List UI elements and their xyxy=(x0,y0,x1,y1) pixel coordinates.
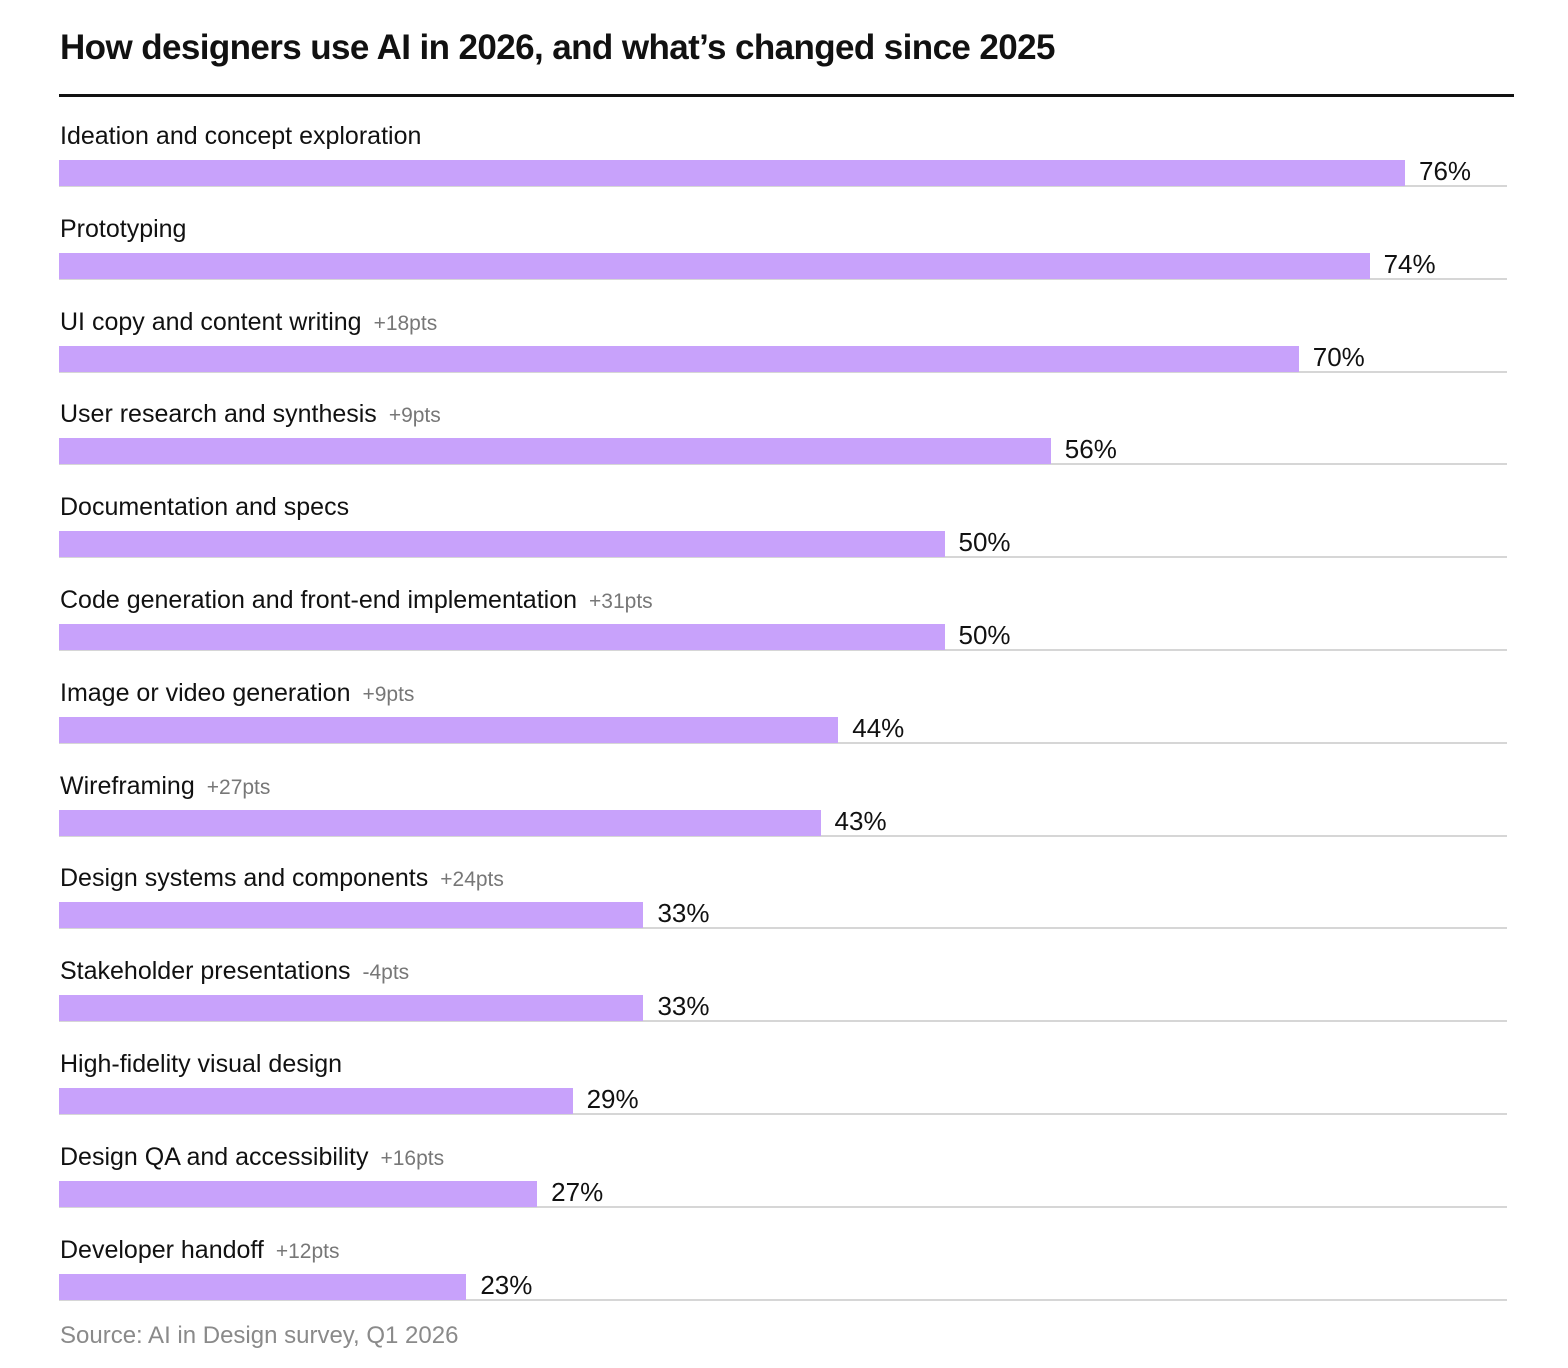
bar xyxy=(59,160,1405,186)
bar xyxy=(59,531,945,558)
row-baseline xyxy=(59,1205,1507,1208)
bar xyxy=(59,995,644,1022)
source-note: Source: AI in Design survey, Q1 2026 xyxy=(60,1322,459,1349)
category-label: Developer handoff xyxy=(60,1235,264,1264)
row-label: Wireframing +27pts xyxy=(60,772,270,806)
bar xyxy=(59,624,945,650)
row-label: Developer handoff +12pts xyxy=(60,1236,340,1270)
chart-row: Ideation and concept exploration 76% xyxy=(0,122,1568,215)
row-label: Stakeholder presentations -4pts xyxy=(60,957,409,991)
value-label: 43% xyxy=(834,805,887,836)
chart-row: High-fidelity visual design 29% xyxy=(0,1050,1568,1143)
value-label: 70% xyxy=(1312,341,1365,372)
change-label: -4pts xyxy=(362,961,410,985)
category-label: High-fidelity visual design xyxy=(60,1050,343,1078)
row-label: Code generation and front-end implementa… xyxy=(60,586,653,620)
chart-row: Design QA and accessibility +16pts 27% xyxy=(0,1143,1568,1236)
chart-row: Image or video generation +9pts 44% xyxy=(0,679,1568,772)
bar xyxy=(59,716,839,743)
row-label: UI copy and content writing +18pts xyxy=(60,308,437,342)
bar xyxy=(59,1180,538,1207)
row-label: Documentation and specs xyxy=(60,493,349,527)
change-label: +31pts xyxy=(589,590,653,613)
row-baseline xyxy=(59,1298,1507,1301)
category-label: Wireframing xyxy=(60,771,195,800)
row-baseline xyxy=(59,1113,1507,1115)
category-label: Documentation and specs xyxy=(60,493,350,522)
category-label: Ideation and concept exploration xyxy=(60,122,422,150)
row-label: High-fidelity visual design xyxy=(60,1050,342,1084)
row-label: User research and synthesis +9pts xyxy=(60,400,441,434)
change-label: +18pts xyxy=(373,311,438,335)
value-label: 33% xyxy=(657,991,710,1022)
row-baseline xyxy=(59,741,1507,744)
chart-row: Design systems and components +24pts 33% xyxy=(0,864,1568,957)
category-label: UI copy and content writing xyxy=(60,307,362,336)
change-label: +24pts xyxy=(440,868,504,892)
value-label: 23% xyxy=(480,1269,533,1300)
value-label: 29% xyxy=(586,1084,639,1114)
value-label: 76% xyxy=(1419,156,1472,186)
row-baseline xyxy=(59,649,1507,651)
row-baseline xyxy=(59,834,1507,837)
value-label: 50% xyxy=(958,620,1011,650)
bar xyxy=(59,1088,573,1114)
value-label: 50% xyxy=(958,527,1011,558)
chart-title: How designers use AI in 2026, and what’s… xyxy=(60,28,1055,67)
chart-row: Prototyping 74% xyxy=(0,215,1568,308)
row-baseline xyxy=(59,370,1507,373)
row-label: Design systems and components +24pts xyxy=(60,864,504,898)
value-label: 27% xyxy=(551,1176,604,1207)
chart-row: Developer handoff +12pts 23% xyxy=(0,1236,1568,1329)
value-label: 74% xyxy=(1383,248,1436,279)
category-label: Design QA and accessibility xyxy=(60,1142,369,1171)
row-baseline xyxy=(59,1020,1507,1023)
row-label: Prototyping xyxy=(60,215,186,249)
row-baseline xyxy=(59,185,1507,187)
change-label: +27pts xyxy=(206,775,271,799)
row-baseline xyxy=(59,463,1507,466)
category-label: Image or video generation xyxy=(60,678,351,707)
chart-row: Code generation and front-end implementa… xyxy=(0,586,1568,679)
change-label: +9pts xyxy=(388,404,441,428)
row-label: Image or video generation +9pts xyxy=(60,679,414,713)
row-baseline xyxy=(59,556,1507,559)
category-label: Design systems and components xyxy=(60,864,429,893)
row-label: Ideation and concept exploration xyxy=(60,122,421,156)
chart-row: Wireframing +27pts 43% xyxy=(0,772,1568,865)
chart-row: UI copy and content writing +18pts 70% xyxy=(0,308,1568,401)
value-label: 56% xyxy=(1064,434,1117,465)
chart-row: User research and synthesis +9pts 56% xyxy=(0,400,1568,493)
category-label: User research and synthesis xyxy=(60,400,377,429)
bar xyxy=(59,252,1370,279)
chart-row: Stakeholder presentations -4pts 33% xyxy=(0,957,1568,1050)
bar xyxy=(59,438,1051,465)
row-label: Design QA and accessibility +16pts xyxy=(60,1143,444,1177)
change-label: +12pts xyxy=(275,1239,340,1263)
bar xyxy=(59,809,821,836)
change-label: +16pts xyxy=(380,1146,445,1170)
bar xyxy=(59,1273,467,1300)
bar xyxy=(59,345,1299,372)
chart-row: Documentation and specs 50% xyxy=(0,493,1568,586)
title-divider xyxy=(59,94,1514,97)
change-label: +9pts xyxy=(362,682,415,706)
value-label: 44% xyxy=(852,712,905,743)
category-label: Code generation and front-end implementa… xyxy=(60,586,578,614)
row-baseline xyxy=(59,927,1507,930)
category-label: Stakeholder presentations xyxy=(60,957,351,986)
category-label: Prototyping xyxy=(60,214,187,243)
bar xyxy=(59,902,644,929)
row-baseline xyxy=(59,277,1507,280)
value-label: 33% xyxy=(657,898,710,929)
